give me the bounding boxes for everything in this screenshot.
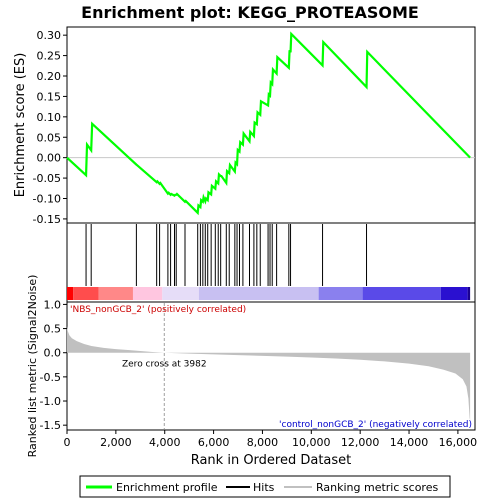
es-y-axis-label: Enrichment score (ES) <box>13 53 28 198</box>
es-y-tick-label: 0.30 <box>37 29 62 42</box>
es-y-tick-label: -0.15 <box>33 213 61 226</box>
es-y-tick-label: -0.10 <box>33 193 61 206</box>
enrichment-score-panel: -0.15 -0.10 -0.05 0.00 0.05 0.10 0.15 0.20 0.25 0… <box>13 26 476 226</box>
color-bar-segment <box>98 287 133 300</box>
rank-y-axis-label: Ranked list metric (Signal2Noise) <box>26 275 39 458</box>
color-bar-segment <box>198 287 319 300</box>
legend-label-ranking: Ranking metric scores <box>316 481 438 494</box>
color-bar-segment <box>440 287 468 300</box>
rank-y-tick-label: 0.5 <box>44 323 62 336</box>
x-tick-label: 2,000 <box>100 436 132 449</box>
es-y-tick-label: 0.15 <box>37 90 62 103</box>
negative-correlation-label: 'control_nonGCB_2' (negatively correlate… <box>279 420 472 430</box>
x-tick-label: 4,000 <box>149 436 181 449</box>
rank-color-bar <box>67 287 471 300</box>
color-bar-segment <box>318 287 363 300</box>
x-tick-label: 10,000 <box>292 436 331 449</box>
enrichment-profile-line <box>66 31 471 216</box>
es-y-tick-label: 0.25 <box>37 50 62 63</box>
x-tick-label: 0 <box>64 436 71 449</box>
color-bar-segment <box>73 287 99 300</box>
x-tick-label: 8,000 <box>247 436 279 449</box>
chart-title: Enrichment plot: KEGG_PROTEASOME <box>81 3 419 22</box>
x-axis-label: Rank in Ordered Dataset <box>191 453 352 468</box>
x-axis-ticks: 0 2,000 4,000 6,000 8,000 10,000 12,000 14,000 1… <box>64 430 478 449</box>
es-y-tick-label: -0.05 <box>33 172 61 185</box>
legend: Enrichment profile Hits Ranking metric s… <box>79 475 451 498</box>
rank-y-tick-label: 0.0 <box>44 347 62 360</box>
x-tick-label: 12,000 <box>341 436 380 449</box>
es-plot-frame <box>66 26 476 224</box>
x-tick-label: 6,000 <box>198 436 230 449</box>
es-y-tick-label: 0.20 <box>37 70 62 83</box>
rank-y-axis-ticks: -1.5 -1.0 -0.5 0.0 0.5 1.0 <box>40 298 67 432</box>
es-y-tick-label: 0.05 <box>37 131 62 144</box>
color-bar-segment <box>467 287 471 300</box>
color-bar-segment <box>132 287 163 300</box>
rank-plot-frame <box>66 301 476 431</box>
rank-y-tick-label: -1.0 <box>40 395 61 408</box>
x-tick-label: 14,000 <box>390 436 429 449</box>
positive-correlation-label: 'NBS_nonGCB_2' (positively correlated) <box>70 305 246 315</box>
legend-box <box>79 475 451 498</box>
rank-y-tick-label: -1.5 <box>40 419 61 432</box>
legend-label-enrichment: Enrichment profile <box>116 481 218 494</box>
color-bar-segment <box>67 287 74 300</box>
x-tick-label: 16,000 <box>439 436 478 449</box>
color-bar-segment <box>362 287 441 300</box>
hit-markers <box>85 224 368 286</box>
hits-panel <box>66 222 476 303</box>
rank-y-tick-label: -0.5 <box>40 371 61 384</box>
ranked-metric-panel: Zero cross at 3982 'NBS_nonGCB_2' (posit… <box>26 275 476 458</box>
legend-label-hits: Hits <box>253 481 275 494</box>
color-bar-segment <box>162 287 199 300</box>
zero-cross-label: Zero cross at 3982 <box>122 360 207 370</box>
rank-y-tick-label: 1.0 <box>44 298 62 311</box>
es-y-axis-ticks: -0.15 -0.10 -0.05 0.00 0.05 0.10 0.15 0.20 0.25 0… <box>33 29 67 226</box>
es-y-tick-label: 0.10 <box>37 111 62 124</box>
es-y-tick-label: 0.00 <box>37 152 62 165</box>
